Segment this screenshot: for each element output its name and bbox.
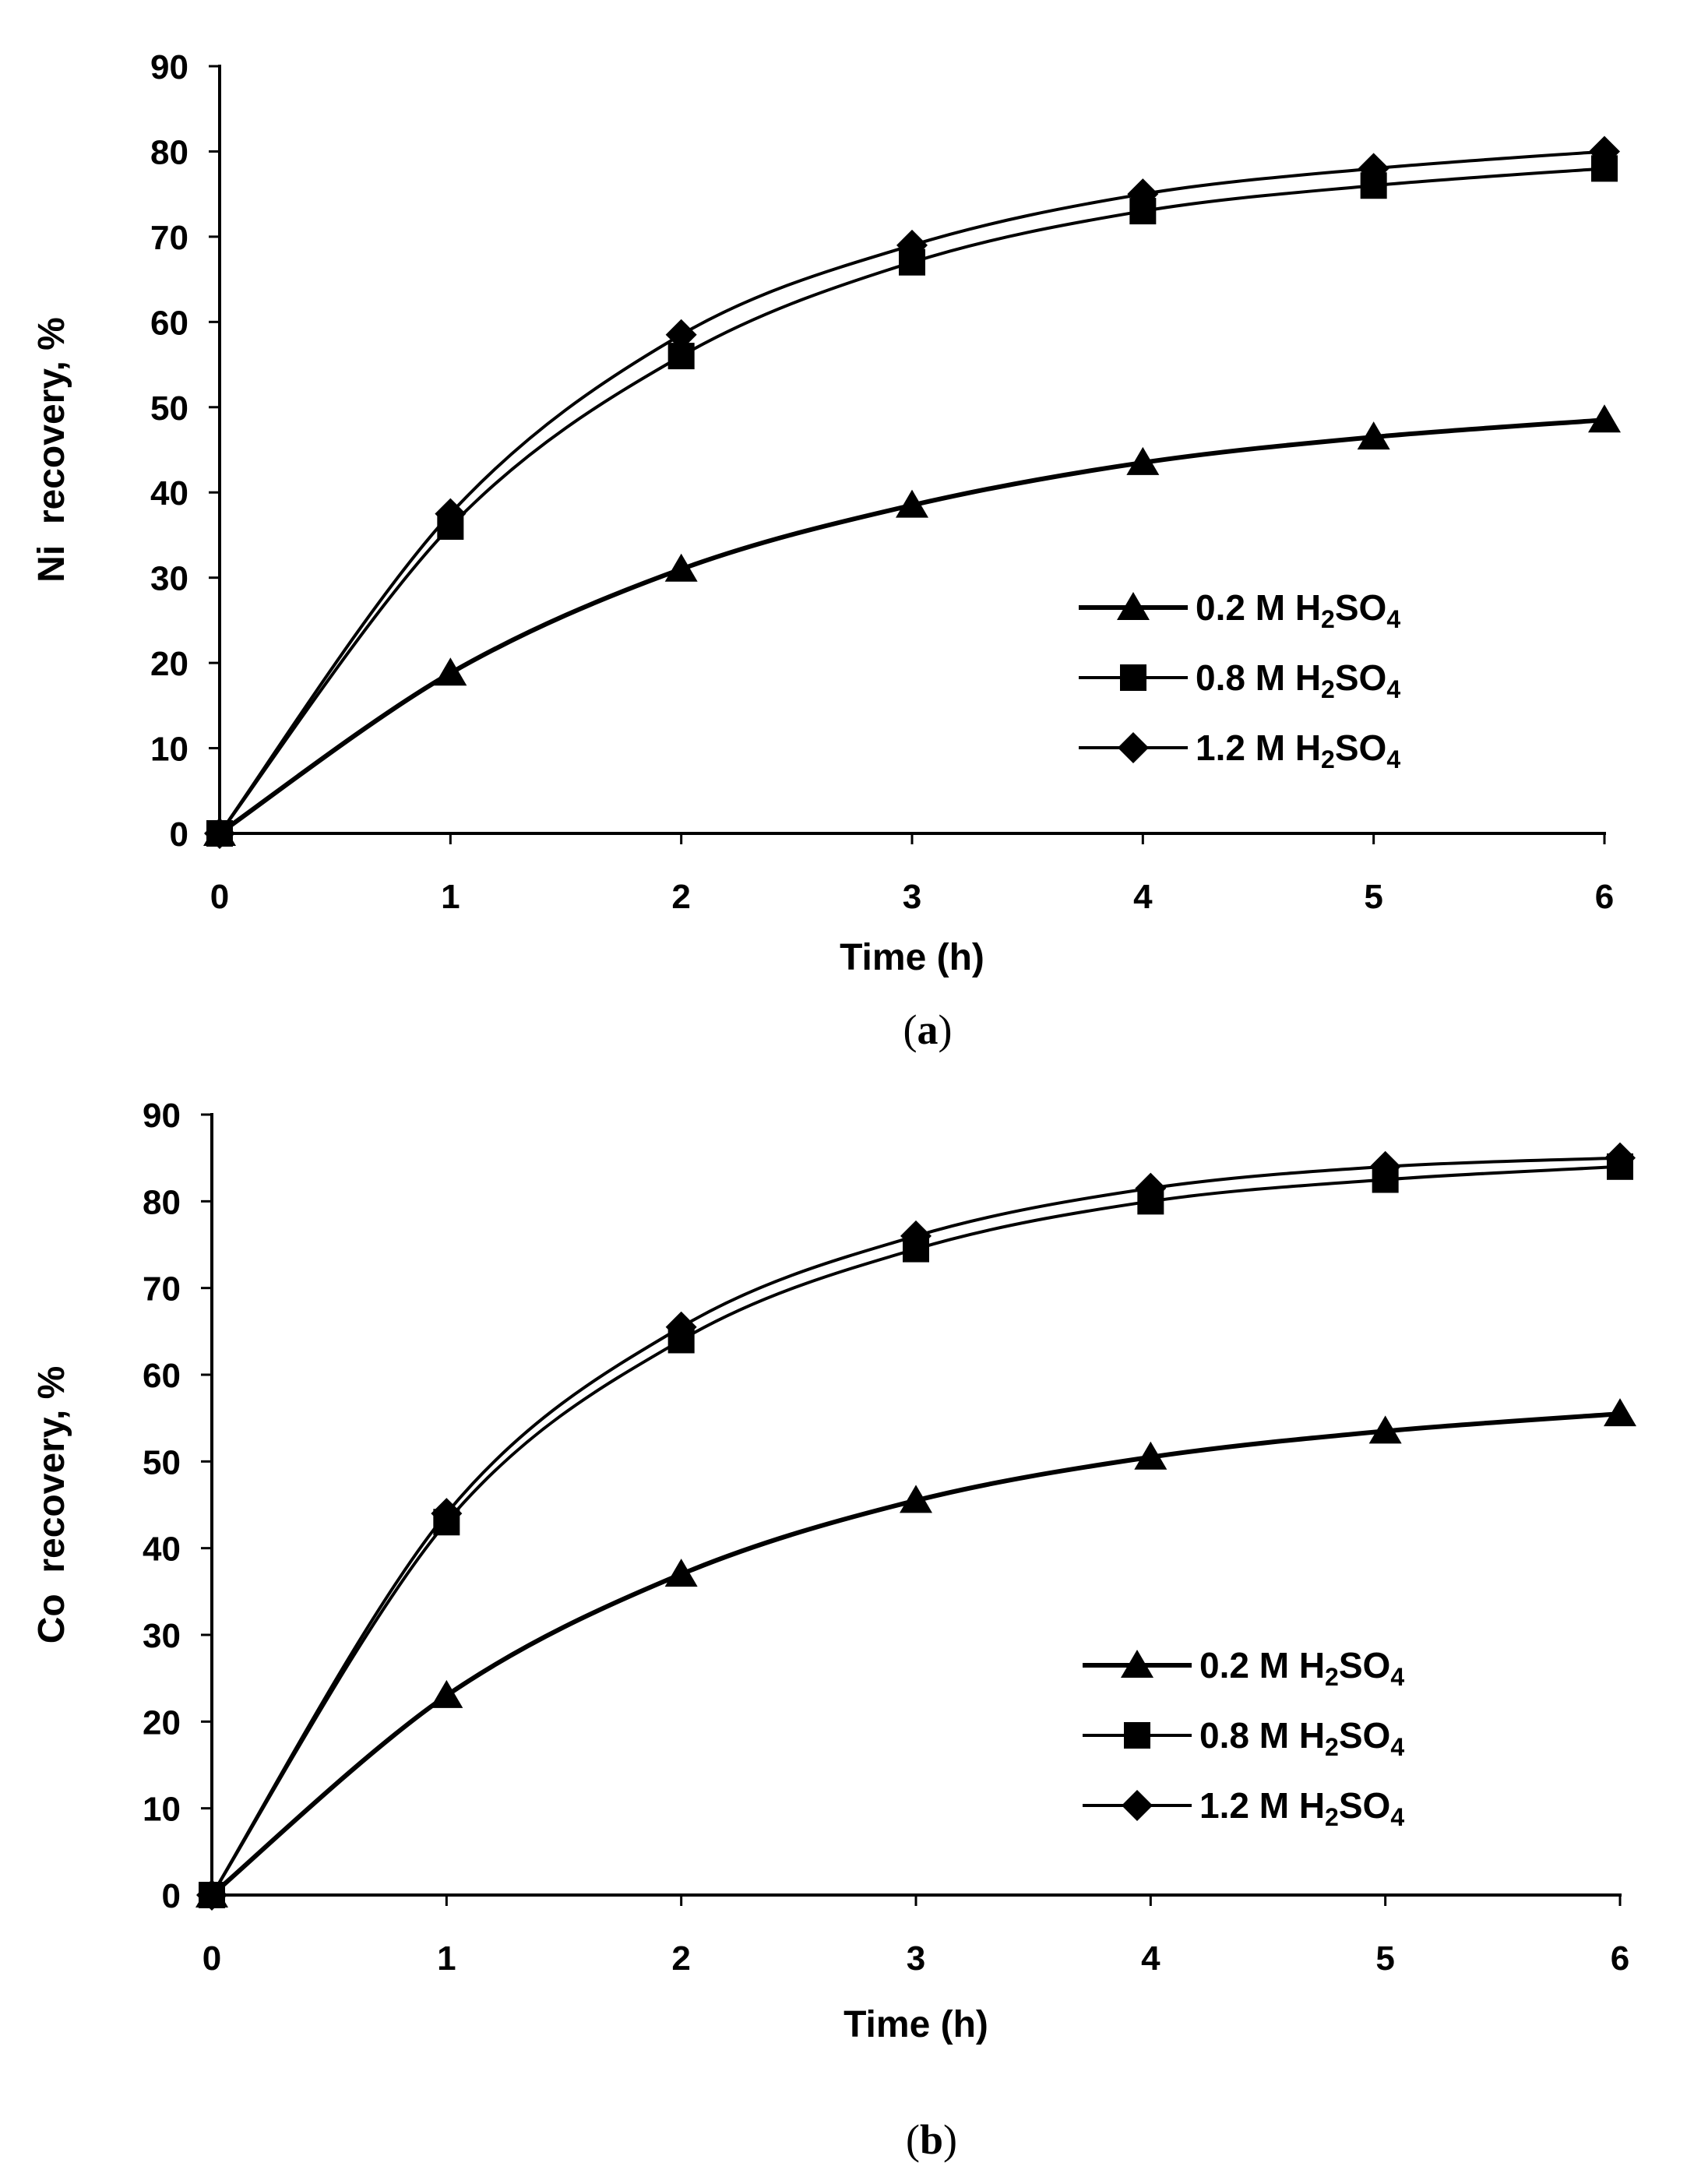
legend-marker-square [1120,664,1146,691]
y-tick-label: 10 [143,1791,181,1829]
y-tick-label: 60 [150,304,188,342]
data-point-diamond [435,498,467,530]
legend-label: 1.2 M H2SO4 [1199,1785,1404,1831]
x-tick-label: 4 [1133,878,1153,916]
legend-marker-square [1124,1722,1150,1749]
x-tick-label: 5 [1375,1939,1394,1978]
legend-label: 0.8 M H2SO4 [1199,1715,1404,1761]
data-point-triangle [900,1485,932,1513]
x-axis-title: Time (h) [840,937,984,978]
y-tick-label: 70 [143,1270,181,1309]
series-line [210,1156,1621,1897]
legend-label: 0.2 M H2SO4 [1199,1645,1404,1691]
data-point-diamond [1127,178,1159,210]
y-tick-label: 60 [143,1357,181,1395]
y-tick-label: 40 [143,1531,181,1569]
data-point-triangle [896,489,928,518]
legend-item: 1.2 M H2SO4 [1079,727,1400,773]
data-point-diamond [196,1879,227,1911]
y-tick-label: 10 [150,731,188,769]
data-point-triangle [1126,446,1160,475]
y-tick-label: 20 [150,645,188,683]
data-point-triangle [1134,1441,1168,1470]
y-tick-label: 30 [143,1617,181,1655]
panel-caption: (a) [903,1006,953,1053]
legend-item: 0.2 M H2SO4 [1079,587,1400,633]
x-tick-label: 1 [437,1939,456,1978]
x-tick-label: 3 [903,878,921,916]
data-point-triangle [1357,421,1390,450]
legend-item: 0.8 M H2SO4 [1083,1715,1404,1761]
y-axis-title: Ni recovery, % [31,317,72,583]
x-tick-label: 4 [1141,1939,1160,1978]
data-point-diamond [204,818,235,849]
legend-marker-diamond [1118,732,1149,763]
series-diamond [196,1142,1636,1911]
x-tick-label: 6 [1611,1939,1629,1978]
data-point-triangle [1588,404,1621,433]
chart-panel-b: 0 10 20 30 40 50 60 70 80 90 0 1 2 3 4 5 6 Time (h) Co rec… [31,1097,1636,2163]
y-tick-label: 20 [143,1703,181,1742]
legend: 0.2 M H2SO4 0.8 M H2SO4 1.2 M H2SO4 [1079,587,1400,773]
data-point-diamond [665,319,697,350]
legend-label: 1.2 M H2SO4 [1196,727,1400,773]
y-axis-title: Co recovery, % [31,1366,72,1644]
x-tick-label: 2 [671,878,690,916]
data-point-diamond [896,229,928,261]
x-tick-label: 0 [210,878,229,916]
series-diamond [204,136,1620,849]
x-tick-label: 3 [907,1939,925,1978]
y-tick-label: 70 [150,219,188,257]
data-point-triangle [1604,1398,1636,1427]
data-point-diamond [900,1220,932,1252]
legend-label: 0.2 M H2SO4 [1196,587,1400,633]
data-point-diamond [431,1498,463,1530]
legend-marker-triangle [1117,592,1150,620]
chart-panel-a: 0 10 20 30 40 50 60 70 80 90 0 1 2 3 4 5 6 Time (h) Ni rec… [31,48,1621,1053]
x-tick-label: 2 [671,1939,690,1978]
legend-marker-triangle [1121,1650,1153,1678]
data-point-diamond [1589,136,1620,167]
series-square [206,155,1618,847]
y-tick-label: 50 [143,1443,181,1481]
data-point-triangle [430,1679,463,1708]
data-point-diamond [1369,1150,1401,1182]
x-tick-label: 0 [203,1939,221,1978]
y-tick-label: 80 [150,133,188,171]
data-point-triangle [1368,1415,1402,1444]
data-point-triangle [664,553,698,582]
legend-label: 0.8 M H2SO4 [1196,657,1400,703]
legend: 0.2 M H2SO4 0.8 M H2SO4 1.2 M H2SO4 [1083,1645,1404,1831]
data-point-triangle [434,657,467,686]
legend-item: 1.2 M H2SO4 [1083,1785,1404,1831]
y-tick-label: 0 [170,815,188,854]
x-axis-title: Time (h) [844,2004,988,2045]
panel-caption: (b) [906,2116,957,2163]
series-triangle [195,1398,1636,1907]
series-triangle [203,404,1621,846]
data-point-diamond [1135,1172,1167,1204]
data-point-triangle [664,1559,698,1587]
y-tick-label: 90 [150,48,188,86]
series-square [199,1153,1633,1908]
x-tick-label: 6 [1595,878,1614,916]
data-point-diamond [1604,1142,1636,1174]
x-tick-label: 1 [441,878,460,916]
y-tick-label: 40 [150,474,188,513]
y-tick-label: 0 [162,1877,181,1915]
data-point-diamond [665,1311,697,1343]
y-tick-label: 80 [143,1183,181,1221]
y-tick-label: 90 [143,1097,181,1135]
legend-marker-diamond [1122,1790,1153,1821]
y-tick-label: 30 [150,560,188,598]
legend-item: 0.2 M H2SO4 [1083,1645,1404,1691]
data-point-diamond [1358,153,1389,185]
y-tick-label: 50 [150,389,188,428]
series-line [210,1164,1621,1897]
x-tick-label: 5 [1364,878,1382,916]
legend-item: 0.8 M H2SO4 [1079,657,1400,703]
